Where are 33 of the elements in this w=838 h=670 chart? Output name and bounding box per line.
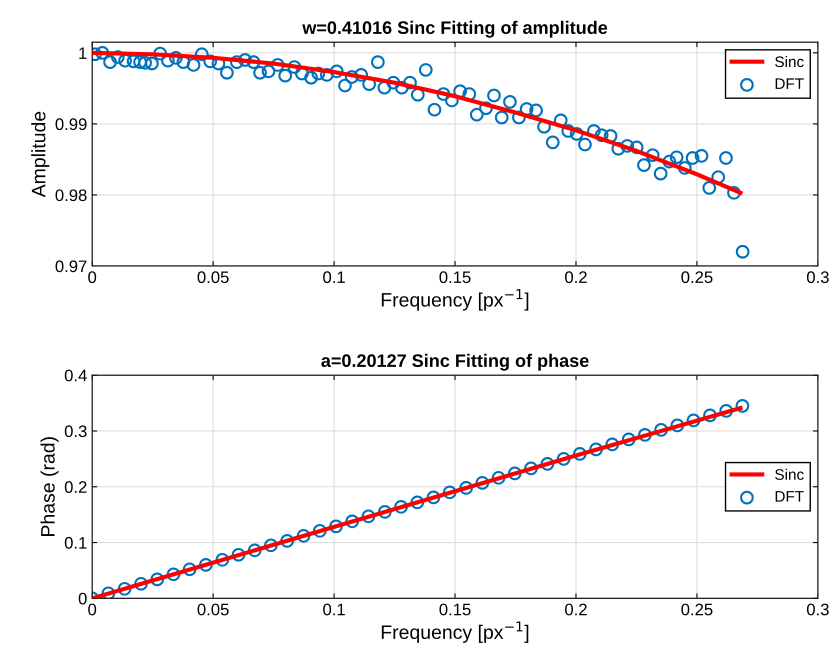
chart-title: w=0.41016 Sinc Fitting of amplitude	[302, 20, 608, 38]
x-tick-label: 0.25	[681, 604, 712, 616]
chart-title: a=0.20127 Sinc Fitting of phase	[321, 354, 589, 371]
legend-label: DFT	[776, 491, 804, 502]
y-tick-label: 0.4	[64, 370, 87, 382]
x-tick-label: 0.2	[565, 604, 587, 616]
x-tick-label: 0.15	[439, 604, 471, 616]
x-tick-label: 0.1	[323, 604, 345, 616]
x-tick-label: 0.05	[198, 271, 229, 284]
legend-label: Sinc	[775, 468, 804, 480]
x-tick-label: 0.3	[806, 271, 829, 284]
x-tick-label: 0.05	[198, 604, 229, 616]
y-tick-label: 0	[78, 592, 87, 605]
y-tick-label: 0.1	[64, 536, 87, 549]
y-tick-label: 0.98	[56, 189, 87, 202]
y-axis-title: Amplitude	[31, 112, 50, 198]
x-tick-label: 0.25	[681, 271, 712, 284]
x-tick-label: 0.2	[565, 271, 587, 284]
x-tick-label: 0	[88, 271, 96, 284]
x-axis-title: Frequency [px$^{−1}$]	[382, 289, 528, 311]
y-axis-title: Phase (rad)	[40, 437, 59, 536]
y-tick-label: 0.2	[64, 481, 86, 493]
legend-label: Sinc	[775, 56, 804, 68]
y-tick-label: 0.97	[56, 260, 86, 272]
x-tick-label: 0.3	[806, 604, 829, 616]
x-axis-title: Frequency [px$^{−1}$]	[382, 621, 528, 643]
x-tick-label: 0.15	[439, 271, 471, 284]
x-tick-label: 0	[88, 604, 96, 616]
x-tick-label: 0.1	[323, 271, 345, 284]
y-tick-label: 0.99	[56, 118, 87, 130]
y-tick-label: 1	[79, 47, 87, 59]
y-tick-label: 0.3	[64, 425, 87, 438]
legend-label: DFT	[776, 78, 804, 89]
